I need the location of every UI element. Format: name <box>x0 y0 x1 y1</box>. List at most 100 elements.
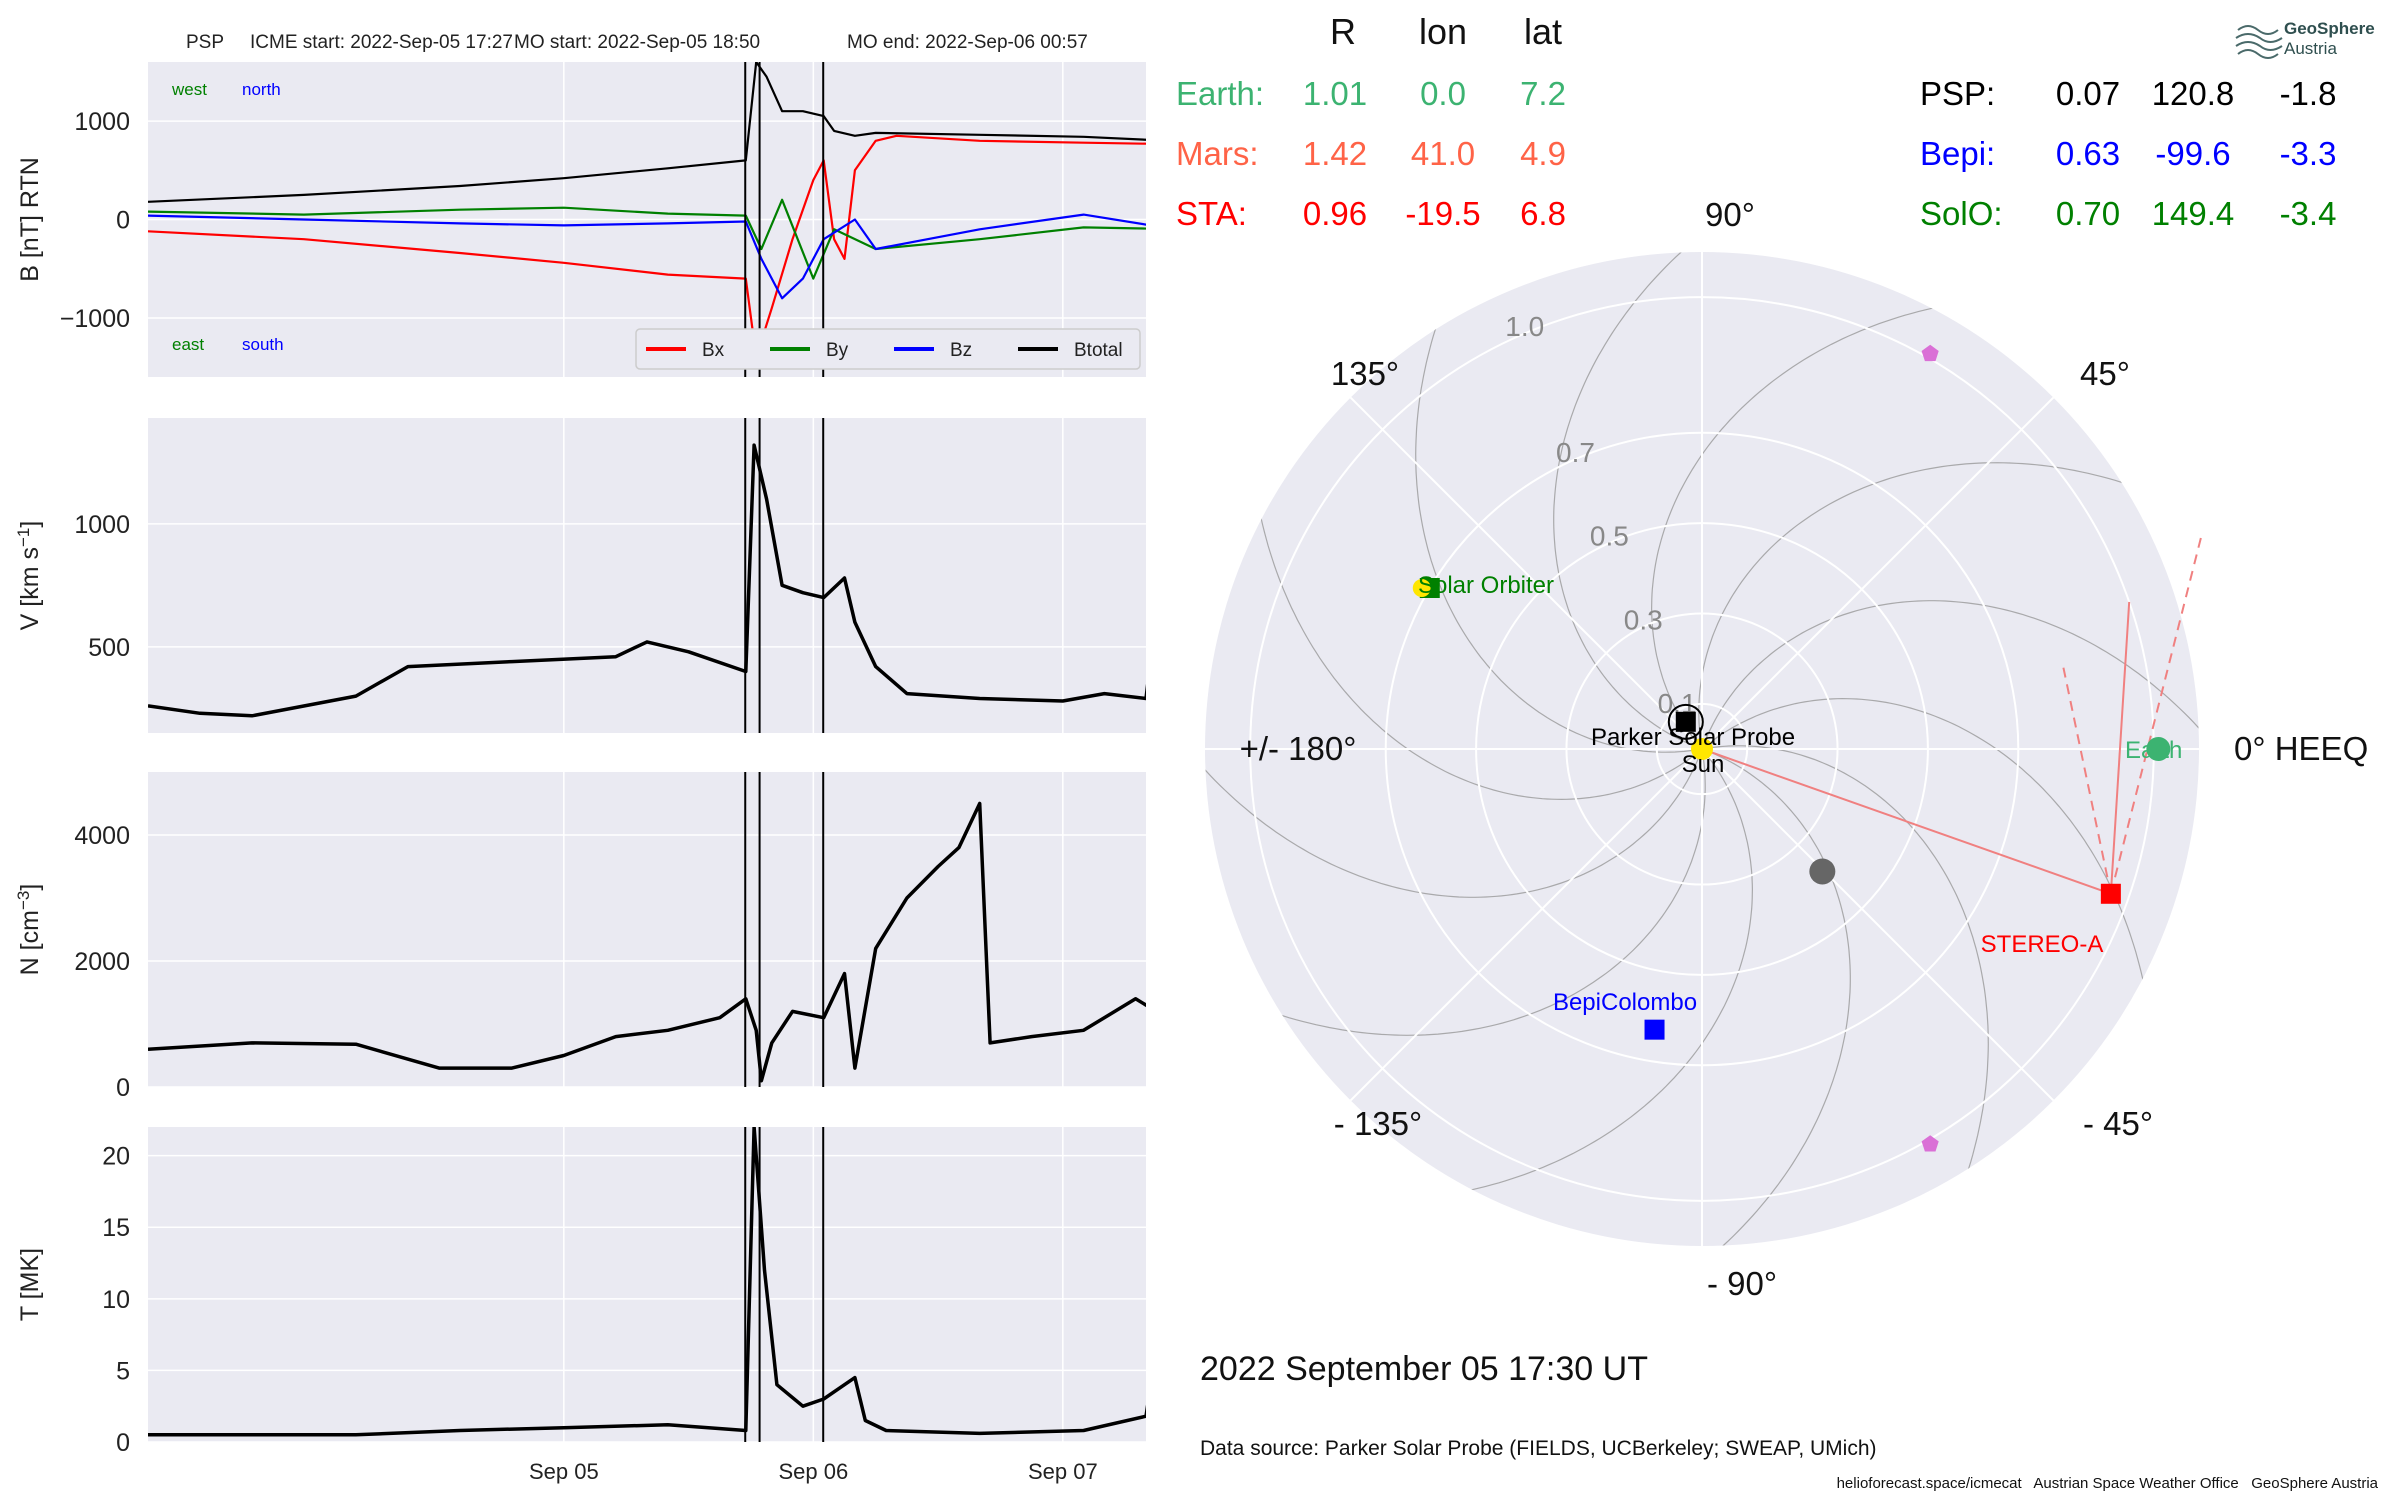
angle-label: 45° <box>2080 355 2130 392</box>
series-line-btotal <box>148 62 1146 203</box>
y-tick-label: 15 <box>102 1214 130 1242</box>
logo-line2: Austria <box>2284 39 2337 58</box>
y-tick-label: 0 <box>116 207 130 235</box>
row-value-lat: -3.3 <box>2280 135 2337 172</box>
legend-box <box>635 328 1141 370</box>
series-line-v <box>148 443 1146 718</box>
row-value-R: 0.96 <box>1303 195 1367 232</box>
y-tick-label: 10 <box>102 1286 130 1314</box>
fov-line <box>2109 536 2203 895</box>
angle-label: 90° <box>1705 196 1755 233</box>
fov-line <box>2109 601 2131 894</box>
series-group <box>148 443 1146 718</box>
series-line-t <box>148 1127 1146 1437</box>
row-value-lon: 0.0 <box>1420 75 1466 112</box>
body-label-sun: Sun <box>1682 751 1725 778</box>
angle-label: 135° <box>1331 355 1399 392</box>
legend-label-bx: Bx <box>702 340 725 361</box>
body-label-bepicolombo: BepiColombo <box>1553 989 1697 1016</box>
row-value-lon: 120.8 <box>2152 75 2235 112</box>
angle-label: - 90° <box>1707 1265 1777 1302</box>
row-name: PSP: <box>1920 75 1995 112</box>
angular-gridline <box>1349 396 1703 750</box>
row-value-lat: -1.8 <box>2280 75 2337 112</box>
row-value-R: 0.07 <box>2056 75 2120 112</box>
legend-label-bz: Bz <box>950 340 972 361</box>
panel-background <box>148 1127 1146 1442</box>
y-tick-label: 1000 <box>74 511 130 539</box>
marker-earth <box>2146 737 2171 761</box>
logo-line1: GeoSphere <box>2284 19 2375 38</box>
y-axis-label: N [cm−3] <box>14 884 45 976</box>
row-name: Bepi: <box>1920 135 1995 172</box>
angle-label: - 135° <box>1334 1105 1422 1142</box>
y-tick-label: 1000 <box>74 108 130 136</box>
geosphere-logo: GeoSphere Austria <box>2235 19 2375 59</box>
row-value-lon: -99.6 <box>2155 135 2230 172</box>
y-tick-label: 500 <box>88 634 130 662</box>
radial-tick-label: 0.7 <box>1556 437 1595 468</box>
body-label-solar-orbiter: Solar Orbiter <box>1418 572 1554 599</box>
radial-tick-label: 1.0 <box>1505 311 1544 342</box>
panel-3: 4000 2000 0 N [cm−3] <box>14 772 1146 1102</box>
row-value-lon: 41.0 <box>1411 135 1475 172</box>
x-tick-label: Sep 07 <box>1028 1459 1098 1484</box>
angle-label: - 45° <box>2083 1105 2153 1142</box>
radial-tick-label: 0.3 <box>1624 604 1663 635</box>
data-source: Data source: Parker Solar Probe (FIELDS,… <box>1200 1437 1877 1460</box>
row-name: Mars: <box>1176 135 1259 172</box>
radial-tick-label: 0.5 <box>1590 521 1629 552</box>
footer: helioforecast.space/icmecat Austrian Spa… <box>1837 1475 2379 1492</box>
panel-4: 20 15 10 5 0 T [MK] Sep 05 Sep 06 Sep 07 <box>16 1127 1146 1484</box>
row-value-lat: -3.4 <box>2280 195 2337 232</box>
spiral-line <box>1701 745 1989 1246</box>
row-name: STA: <box>1176 195 1247 232</box>
series-group <box>148 1127 1146 1437</box>
solo-sun-marker <box>1412 579 1431 598</box>
north-label: north <box>242 80 281 99</box>
legend-label-btotal: Btotal <box>1074 340 1123 361</box>
row-value-R: 0.63 <box>2056 135 2120 172</box>
series-line-n <box>148 801 1146 1083</box>
row-value-lon: 149.4 <box>2152 195 2235 232</box>
row-value-lat: 6.8 <box>1520 195 1566 232</box>
marker-l4 <box>1921 344 1939 362</box>
spacecraft-label: PSP <box>186 32 224 53</box>
marker-mercury <box>1809 858 1836 885</box>
y-tick-label: 2000 <box>74 948 130 976</box>
series-line-bx <box>148 134 1146 359</box>
column-header: R <box>1330 11 1356 52</box>
column-header: lat <box>1524 11 1562 52</box>
y-tick-label: 0 <box>116 1429 130 1457</box>
body-label-earth: Earth <box>2125 737 2182 764</box>
west-label: west <box>171 80 207 99</box>
fov-line <box>2062 665 2112 894</box>
marker-stereo-a <box>2100 883 2121 904</box>
spiral-line <box>1205 502 1703 898</box>
angular-gridline <box>1701 748 2055 1102</box>
y-axis-label: V [km s−1] <box>14 521 45 631</box>
body-label-parker-solar-probe: Parker Solar Probe <box>1591 724 1795 751</box>
marker-l5 <box>1921 1135 1939 1152</box>
panel-1: 1000 0 −1000 B [nT] RTN west north east south Bx… <box>16 62 1146 377</box>
row-value-R: 0.70 <box>2056 195 2120 232</box>
panel-2: 1000 500 V [km s−1] <box>14 418 1146 733</box>
row-value-lon: -19.5 <box>1405 195 1480 232</box>
row-value-R: 1.01 <box>1303 75 1367 112</box>
east-label: east <box>172 335 204 354</box>
psp-ring <box>1667 703 1704 740</box>
angular-gridline <box>1349 748 1703 1102</box>
y-tick-label: 4000 <box>74 822 130 850</box>
body-label-stereo-a: STEREO-A <box>1981 931 2104 958</box>
fov-line-sun <box>1701 748 2112 895</box>
spiral-line <box>1701 600 2199 996</box>
legend-label-by: By <box>826 340 849 361</box>
row-name: SolO: <box>1920 195 2003 232</box>
series-line-by <box>148 198 1146 280</box>
angle-label: +/- 180° <box>1240 730 1357 767</box>
spiral-line <box>1205 748 1706 1036</box>
